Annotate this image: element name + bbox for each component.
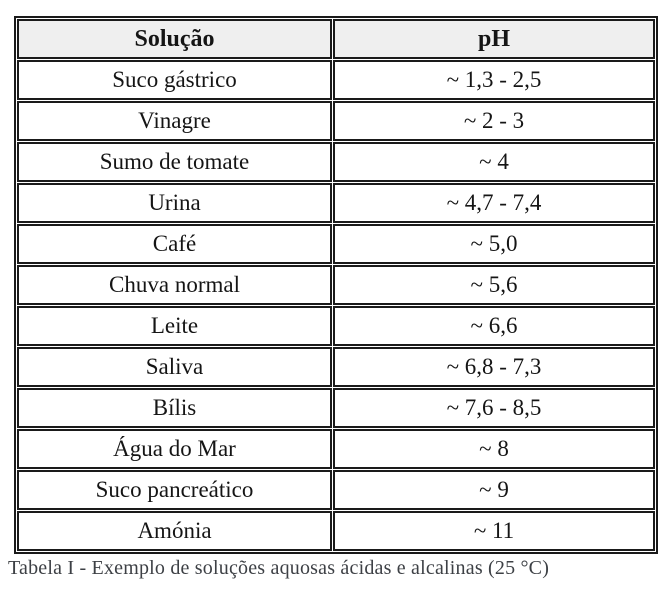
ph-table: Solução pH Suco gástrico ~ 1,3 - 2,5 Vinag… [14, 16, 658, 554]
ph-cell: ~ 1,3 - 2,5 [333, 60, 655, 100]
solution-cell: Saliva [17, 347, 332, 387]
table-row: Café ~ 5,0 [17, 224, 655, 264]
ph-cell: ~ 4,7 - 7,4 [333, 183, 655, 223]
solution-cell: Amónia [17, 511, 332, 551]
table-row: Suco gástrico ~ 1,3 - 2,5 [17, 60, 655, 100]
table-caption: Tabela I - Exemplo de soluções aquosas á… [8, 557, 550, 579]
ph-cell: ~ 8 [333, 429, 655, 469]
table-body: Suco gástrico ~ 1,3 - 2,5 Vinagre ~ 2 - 3 Su… [17, 60, 655, 551]
solution-cell: Suco pancreático [17, 470, 332, 510]
table-row: Sumo de tomate ~ 4 [17, 142, 655, 182]
header-row: Solução pH [17, 19, 655, 59]
ph-cell: ~ 5,6 [333, 265, 655, 305]
table-row: Vinagre ~ 2 - 3 [17, 101, 655, 141]
table-row: Água do Mar ~ 8 [17, 429, 655, 469]
ph-cell: ~ 9 [333, 470, 655, 510]
table-row: Urina ~ 4,7 - 7,4 [17, 183, 655, 223]
ph-cell: ~ 4 [333, 142, 655, 182]
ph-cell: ~ 2 - 3 [333, 101, 655, 141]
ph-cell: ~ 11 [333, 511, 655, 551]
ph-cell: ~ 7,6 - 8,5 [333, 388, 655, 428]
ph-cell: ~ 5,0 [333, 224, 655, 264]
solution-cell: Vinagre [17, 101, 332, 141]
ph-cell: ~ 6,6 [333, 306, 655, 346]
table-row: Amónia ~ 11 [17, 511, 655, 551]
ph-cell: ~ 6,8 - 7,3 [333, 347, 655, 387]
solution-cell: Bílis [17, 388, 332, 428]
header-cell-ph: pH [333, 19, 655, 59]
header-cell-solution: Solução [17, 19, 332, 59]
table-row: Leite ~ 6,6 [17, 306, 655, 346]
solution-cell: Leite [17, 306, 332, 346]
solution-cell: Café [17, 224, 332, 264]
table-row: Suco pancreático ~ 9 [17, 470, 655, 510]
table-header: Solução pH [17, 19, 655, 59]
solution-cell: Chuva normal [17, 265, 332, 305]
solution-cell: Suco gástrico [17, 60, 332, 100]
solution-cell: Sumo de tomate [17, 142, 332, 182]
solution-cell: Água do Mar [17, 429, 332, 469]
table-row: Chuva normal ~ 5,6 [17, 265, 655, 305]
table-row: Saliva ~ 6,8 - 7,3 [17, 347, 655, 387]
solution-cell: Urina [17, 183, 332, 223]
table-row: Bílis ~ 7,6 - 8,5 [17, 388, 655, 428]
